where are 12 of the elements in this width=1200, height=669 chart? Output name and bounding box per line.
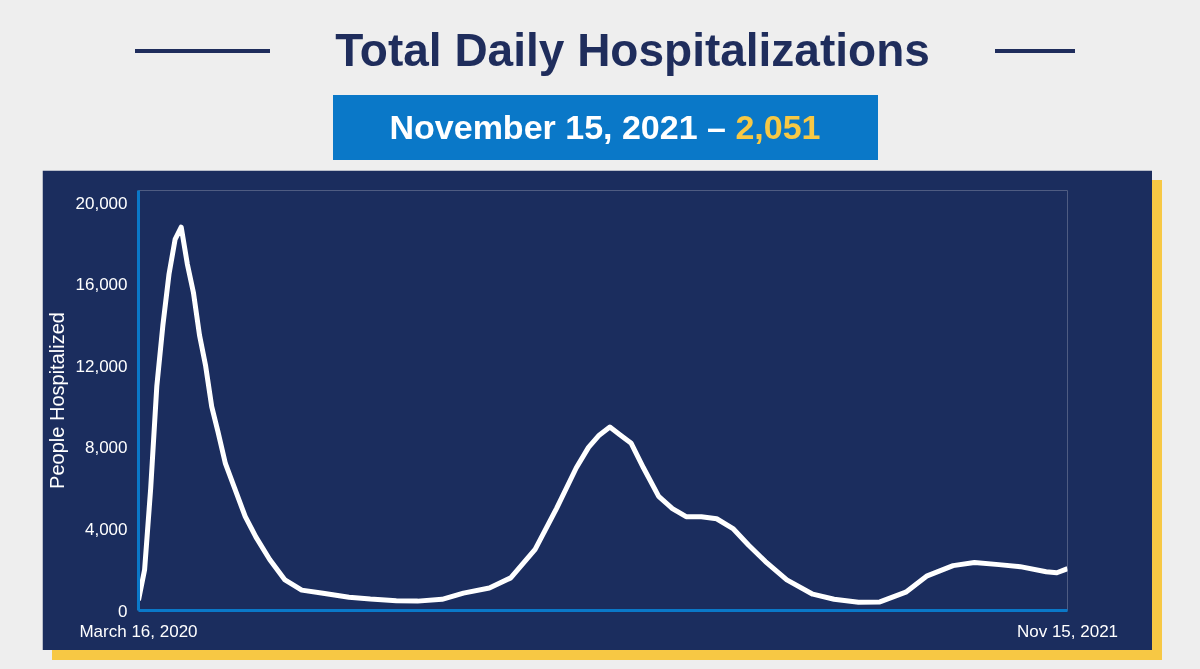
y-tick-label: 0: [118, 601, 128, 621]
x-tick-label: Nov 15, 2021: [1016, 621, 1119, 641]
y-tick-label: 8,000: [84, 438, 128, 458]
chart-subtitle: November 15, 2021 –: [389, 108, 726, 146]
text: 2,051: [735, 108, 821, 146]
y-tick-label: 4,000: [84, 519, 128, 539]
y-tick-label: 20,000: [75, 193, 128, 213]
y-tick-label: 16,000: [75, 275, 128, 295]
y-tick-label: 12,000: [75, 356, 128, 376]
title: Total Daily Hospitalizations: [335, 23, 930, 79]
y-axis-title: People Hospitalized: [45, 312, 68, 489]
x-tick-label: March 16, 2020: [79, 621, 198, 641]
